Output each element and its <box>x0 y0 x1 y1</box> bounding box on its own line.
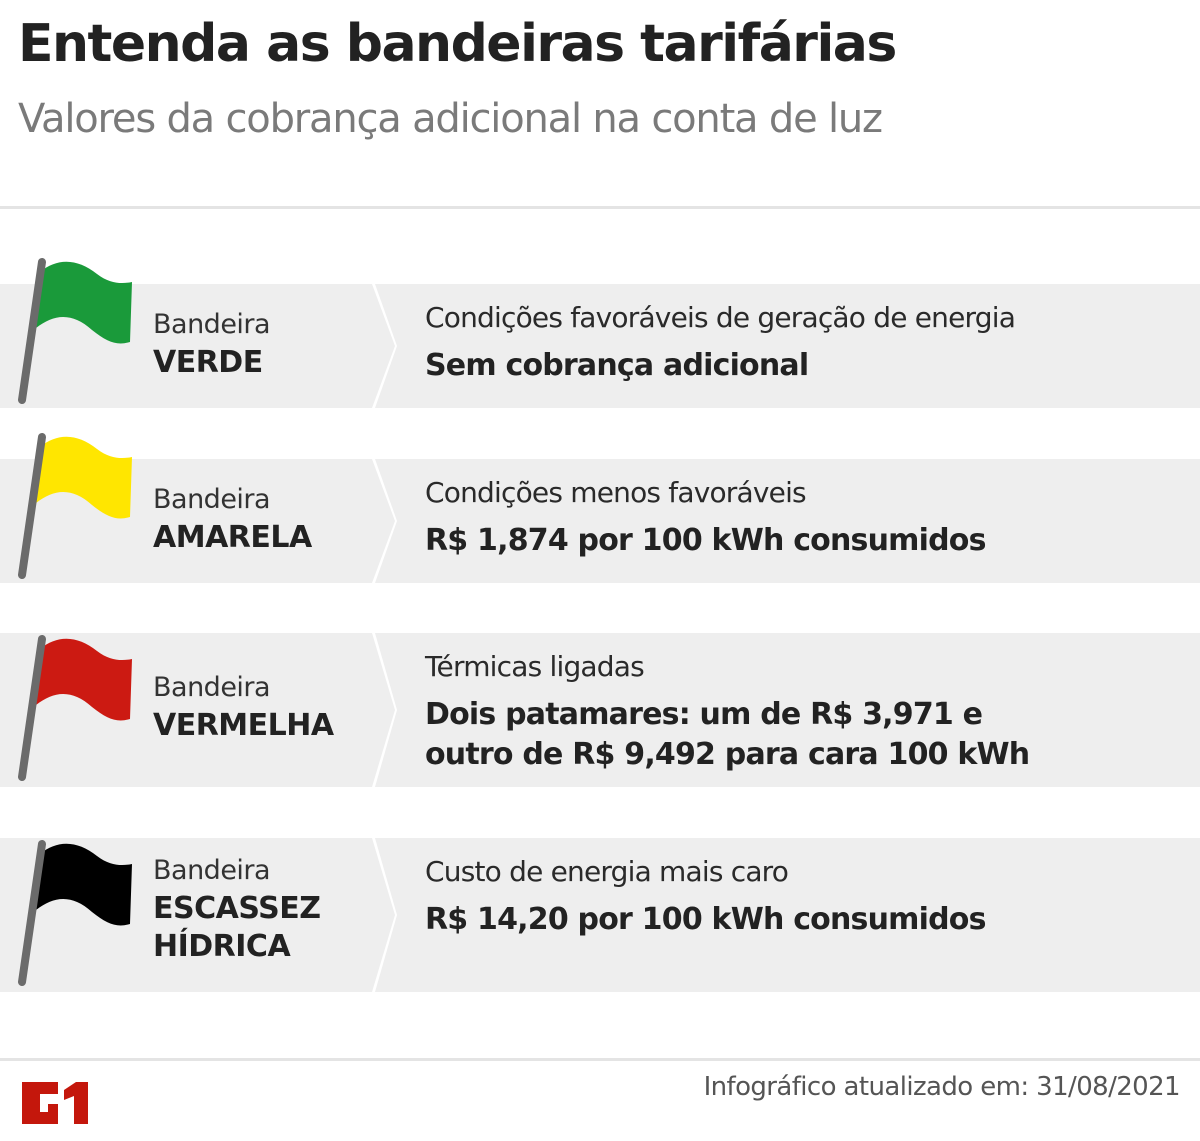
flag-prefix: Bandeira <box>153 672 271 703</box>
flag-name-line-1: ESCASSEZ <box>153 891 321 926</box>
divider-bottom <box>0 1058 1200 1061</box>
updated-date: Infográfico atualizado em: 31/08/2021 <box>703 1072 1181 1102</box>
flag-name: VERMELHA <box>153 708 334 743</box>
flag-row-escassez-hidrica: Bandeira ESCASSEZ HÍDRICA Custo de energ… <box>0 838 1200 992</box>
flag-value: Sem cobrança adicional <box>425 348 809 383</box>
green-flag-icon <box>18 258 132 404</box>
yellow-flag-icon <box>18 433 132 579</box>
flag-value-line-2: outro de R$ 9,492 para cara 100 kWh <box>425 737 1030 772</box>
flag-row-amarela: Bandeira AMARELA Condições menos favoráv… <box>0 433 1200 583</box>
flag-info: Térmicas ligadas Dois patamares: um de R… <box>425 647 1180 775</box>
flag-value-line-1: Dois patamares: um de R$ 3,971 e <box>425 697 983 732</box>
page-subtitle: Valores da cobrança adicional na conta d… <box>18 96 883 142</box>
flag-info-panel <box>375 284 1200 408</box>
flag-label: Bandeira AMARELA <box>153 481 312 557</box>
flag-condition: Térmicas ligadas <box>425 650 645 683</box>
flag-value: R$ 1,874 por 100 kWh consumidos <box>425 523 986 558</box>
flag-info: Condições favoráveis de geração de energ… <box>425 298 1180 386</box>
red-flag-icon <box>18 635 132 781</box>
flag-info-panel <box>375 838 1200 992</box>
black-flag-icon <box>18 840 132 986</box>
flag-info-panel <box>375 633 1200 787</box>
flag-prefix: Bandeira <box>153 309 271 340</box>
flag-info: Condições menos favoráveis R$ 1,874 por … <box>425 473 1180 561</box>
flag-name-line-2: HÍDRICA <box>153 929 291 964</box>
flag-name: AMARELA <box>153 520 312 555</box>
divider-top <box>0 206 1200 209</box>
g1-logo-icon <box>22 1082 88 1124</box>
flag-label: Bandeira ESCASSEZ HÍDRICA <box>153 852 321 966</box>
flag-label: Bandeira VERDE <box>153 306 271 382</box>
flag-info: Custo de energia mais caro R$ 14,20 por … <box>425 852 1180 940</box>
page-title: Entenda as bandeiras tarifárias <box>18 14 897 74</box>
flag-name: VERDE <box>153 345 263 380</box>
flag-value: R$ 14,20 por 100 kWh consumidos <box>425 902 986 937</box>
flag-prefix: Bandeira <box>153 855 271 886</box>
flag-condition: Custo de energia mais caro <box>425 855 789 888</box>
flag-row-vermelha: Bandeira VERMELHA Térmicas ligadas Dois … <box>0 633 1200 787</box>
flag-prefix: Bandeira <box>153 484 271 515</box>
flag-condition: Condições menos favoráveis <box>425 476 807 509</box>
flag-info-panel <box>375 459 1200 583</box>
flag-condition: Condições favoráveis de geração de energ… <box>425 301 1016 334</box>
flag-label: Bandeira VERMELHA <box>153 669 334 745</box>
flag-row-verde: Bandeira VERDE Condições favoráveis de g… <box>0 258 1200 408</box>
